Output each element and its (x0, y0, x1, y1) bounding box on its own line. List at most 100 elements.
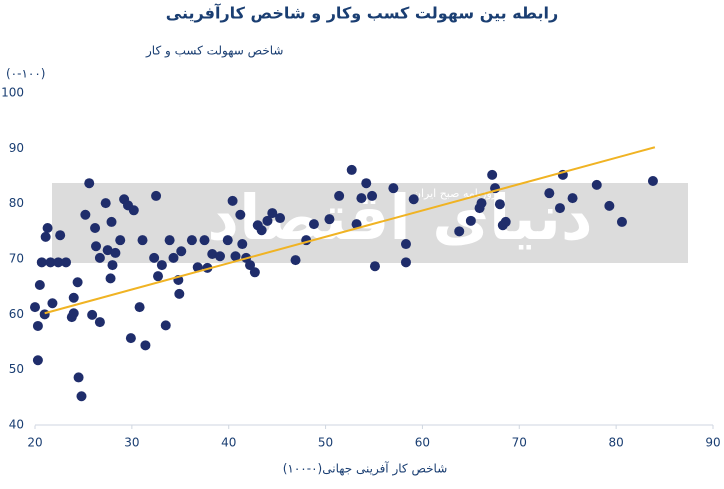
point (94, 252, 105, 263)
point (36, 257, 47, 268)
point (567, 193, 578, 204)
point (267, 208, 278, 219)
point (369, 261, 380, 272)
point (55, 230, 66, 241)
point (214, 251, 225, 262)
point (72, 277, 83, 288)
point (164, 235, 175, 246)
point (616, 216, 627, 227)
point (87, 309, 98, 320)
point (222, 235, 233, 246)
point (42, 223, 53, 234)
point (324, 214, 335, 225)
point (106, 216, 117, 227)
trend-line (44, 146, 656, 315)
point (140, 340, 151, 351)
point (176, 246, 187, 257)
point (367, 190, 378, 201)
point (134, 302, 145, 313)
y-tick-label: 80 (9, 196, 24, 210)
point (174, 288, 185, 299)
point (235, 209, 246, 220)
point (500, 216, 511, 227)
point (554, 203, 565, 214)
point (308, 219, 319, 230)
point (192, 262, 203, 273)
point (94, 317, 105, 328)
point (30, 302, 40, 313)
point (544, 188, 555, 199)
point (125, 333, 136, 344)
y-tick-label: 100 (1, 86, 24, 100)
point (186, 235, 197, 246)
point (110, 247, 121, 258)
point (245, 260, 256, 271)
point (275, 213, 286, 224)
point (76, 391, 87, 402)
x-tick-label: 20 (27, 436, 42, 450)
point (40, 231, 51, 242)
x-tick-label: 30 (124, 436, 139, 450)
point (128, 205, 139, 216)
point (39, 309, 50, 320)
point (115, 235, 126, 246)
point (262, 215, 273, 226)
point (91, 241, 102, 252)
point (45, 257, 56, 268)
point (227, 195, 238, 206)
point (400, 239, 411, 250)
point (487, 169, 498, 180)
point (151, 190, 162, 201)
point (230, 251, 241, 262)
point (160, 320, 171, 331)
point (73, 372, 84, 383)
point (400, 257, 411, 268)
point (388, 183, 399, 194)
y-tick-label: 90 (9, 141, 24, 155)
x-tick-label: 40 (221, 436, 236, 450)
point (68, 308, 79, 319)
point (47, 298, 58, 309)
y-tick-label: 50 (9, 362, 24, 376)
point (199, 235, 210, 246)
point (149, 252, 160, 263)
chart-title: رابطه بین سهولت کسب وکار و شاخص کارآفرین… (166, 3, 558, 23)
point (454, 226, 465, 237)
y-axis-label-range: (۰-۱۰۰) (6, 67, 45, 81)
point (137, 235, 148, 246)
x-axis-label: شاخص کار آفرینی جهانی(۰-۱۰۰) (283, 461, 448, 477)
point (80, 209, 91, 220)
point (107, 260, 118, 271)
point (102, 245, 113, 256)
point (476, 198, 487, 209)
point (249, 267, 260, 278)
point (351, 219, 362, 230)
point (34, 280, 45, 291)
point (168, 252, 179, 263)
x-tick-label: 60 (415, 436, 430, 450)
y-tick-label: 70 (9, 252, 24, 266)
y-tick-label: 60 (9, 307, 24, 321)
point (156, 260, 167, 271)
point (346, 164, 357, 175)
point (591, 179, 602, 190)
x-tick-label: 90 (705, 436, 720, 450)
point (84, 178, 95, 189)
x-tick-label: 70 (512, 436, 527, 450)
point (105, 273, 116, 284)
point (53, 257, 64, 268)
point (290, 255, 301, 266)
y-tick-label: 40 (9, 418, 24, 432)
point (334, 190, 345, 201)
point (256, 225, 267, 236)
point (647, 175, 658, 186)
point (465, 215, 476, 226)
x-tick-label: 50 (318, 436, 333, 450)
point (100, 198, 111, 209)
point (32, 355, 43, 366)
point (604, 200, 615, 211)
point (408, 194, 419, 205)
point (153, 271, 164, 282)
